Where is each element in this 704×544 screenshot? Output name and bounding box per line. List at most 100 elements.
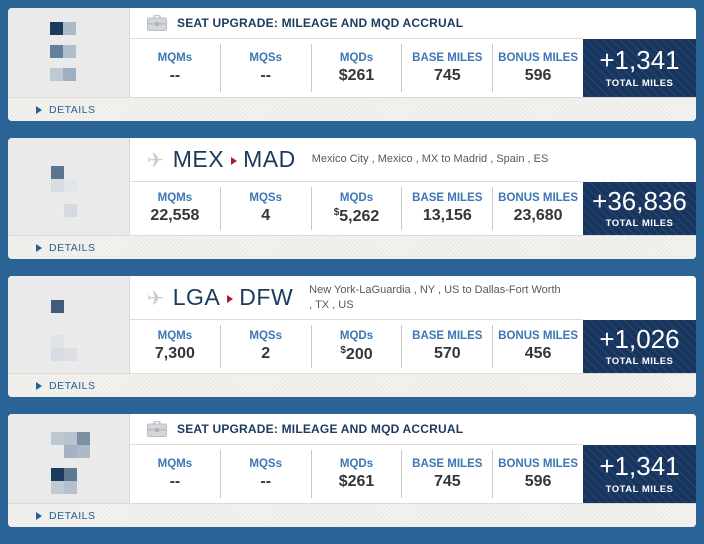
total-miles-box: +1,341 TOTAL MILES	[583, 445, 696, 503]
stat-value: $261	[339, 67, 375, 85]
stat-label: MQDs	[339, 51, 374, 64]
stat-mqd: MQDs $261	[312, 44, 403, 92]
currency-symbol: $	[338, 472, 348, 490]
stat-base-miles: BASE MILES 745	[402, 450, 494, 498]
stat-label: BONUS MILES	[498, 51, 579, 64]
route: MEX MAD	[173, 148, 296, 171]
stat-label: MQSs	[249, 457, 282, 470]
stat-label: BONUS MILES	[498, 192, 579, 204]
stat-value: 745	[433, 472, 461, 490]
stat-mqm: MQMs --	[130, 44, 221, 92]
activity-card-seat-upgrade-1: SEAT UPGRADE: MILEAGE AND MQD ACCRUAL MQ…	[8, 8, 696, 121]
redacted-info-panel	[8, 276, 130, 373]
stat-mqs: MQSs 2	[221, 325, 312, 368]
stat-value: --	[169, 472, 181, 490]
details-label: DETAILS	[49, 241, 96, 254]
stat-bonus-miles: BONUS MILES 23,680	[493, 187, 583, 230]
stat-value: $261	[339, 473, 375, 491]
activity-card-seat-upgrade-2: SEAT UPGRADE: MILEAGE AND MQD ACCRUAL MQ…	[8, 414, 696, 527]
activity-card-flight-lga-dfw: ✈ LGA DFW New York-LaGuardia , NY , US t…	[8, 276, 696, 397]
details-toggle[interactable]: DETAILS	[8, 97, 696, 121]
stat-value: 22,558	[150, 207, 200, 224]
card-main: ✈ LGA DFW New York-LaGuardia , NY , US t…	[130, 276, 696, 373]
details-label: DETAILS	[49, 379, 96, 392]
stat-value: 456	[524, 345, 552, 362]
stat-value: --	[169, 66, 181, 84]
activity-card-flight-mex-mad: ✈ MEX MAD Mexico City , Mexico , MX to M…	[8, 138, 696, 259]
card-content: ✈ MEX MAD Mexico City , Mexico , MX to M…	[8, 138, 696, 235]
stat-mqd: MQDs $200	[312, 325, 403, 368]
mqd-amount: 200	[345, 345, 373, 363]
card-main: SEAT UPGRADE: MILEAGE AND MQD ACCRUAL MQ…	[130, 414, 696, 503]
triangle-right-icon	[36, 105, 42, 114]
redacted-info-panel	[8, 138, 130, 235]
stat-label: MQDs	[339, 191, 374, 204]
card-content: SEAT UPGRADE: MILEAGE AND MQD ACCRUAL MQ…	[8, 414, 696, 503]
card-body: MQMs -- MQSs -- MQDs $261 BASE MILES 745	[130, 445, 696, 503]
redacted-info-panel	[8, 8, 130, 97]
mqd-amount: 261	[347, 472, 375, 490]
briefcase-icon	[147, 15, 167, 31]
card-content: ✈ LGA DFW New York-LaGuardia , NY , US t…	[8, 276, 696, 373]
route-arrow-icon	[227, 294, 234, 303]
stat-mqd: MQDs $5,262	[312, 187, 403, 230]
stat-base-miles: BASE MILES 745	[402, 44, 494, 92]
stat-label: BONUS MILES	[498, 330, 579, 342]
briefcase-icon	[147, 421, 167, 437]
total-miles-value: +1,341	[599, 45, 680, 76]
card-header: SEAT UPGRADE: MILEAGE AND MQD ACCRUAL	[130, 8, 583, 39]
stat-value: 23,680	[513, 207, 563, 224]
card-header: ✈ MEX MAD Mexico City , Mexico , MX to M…	[130, 138, 583, 182]
total-miles-value: +1,026	[599, 323, 680, 354]
airplane-icon: ✈	[147, 285, 164, 310]
stat-bonus-miles: BONUS MILES 596	[493, 44, 583, 92]
stat-label: BASE MILES	[412, 457, 483, 470]
route-arrow-icon	[231, 156, 238, 165]
stat-value: --	[260, 66, 272, 84]
triangle-right-icon	[36, 243, 42, 252]
stat-mqs: MQSs 4	[221, 187, 312, 230]
stat-value: 596	[524, 66, 552, 84]
details-label: DETAILS	[49, 509, 96, 522]
stats-row: MQMs -- MQSs -- MQDs $261 BASE MILES 745	[130, 39, 583, 97]
total-miles-label: TOTAL MILES	[605, 483, 674, 495]
details-toggle[interactable]: DETAILS	[8, 235, 696, 259]
total-miles-label: TOTAL MILES	[605, 356, 674, 368]
stat-base-miles: BASE MILES 13,156	[402, 187, 494, 230]
origin-code: LGA	[172, 284, 221, 310]
card-body: MQMs 7,300 MQSs 2 MQDs $200 BASE MILES 5…	[130, 320, 696, 373]
total-miles-value: +1,341	[599, 451, 680, 482]
details-label: DETAILS	[49, 103, 96, 116]
card-content: SEAT UPGRADE: MILEAGE AND MQD ACCRUAL MQ…	[8, 8, 696, 97]
card-title: SEAT UPGRADE: MILEAGE AND MQD ACCRUAL	[177, 16, 464, 30]
card-main: SEAT UPGRADE: MILEAGE AND MQD ACCRUAL MQ…	[130, 8, 696, 97]
card-main: ✈ MEX MAD Mexico City , Mexico , MX to M…	[130, 138, 696, 235]
stat-label: MQDs	[339, 329, 374, 342]
stat-mqm: MQMs --	[130, 450, 221, 498]
stat-label: MQDs	[339, 457, 374, 470]
currency-symbol: $	[338, 66, 348, 84]
total-miles-box: +1,341 TOTAL MILES	[583, 39, 696, 97]
stat-bonus-miles: BONUS MILES 596	[493, 450, 583, 498]
details-toggle[interactable]: DETAILS	[8, 373, 696, 397]
currency-symbol: $	[340, 344, 346, 356]
card-header: ✈ LGA DFW New York-LaGuardia , NY , US t…	[130, 276, 583, 320]
destination-code: DFW	[239, 284, 294, 310]
total-miles-label: TOTAL MILES	[605, 218, 674, 230]
stat-mqm: MQMs 7,300	[130, 325, 221, 368]
stat-label: MQMs	[157, 330, 193, 342]
stat-label: MQMs	[157, 192, 193, 204]
stat-mqd: MQDs $261	[312, 450, 403, 498]
mqd-amount: 5,262	[339, 207, 380, 225]
details-toggle[interactable]: DETAILS	[8, 503, 696, 527]
stat-label: MQSs	[249, 192, 282, 204]
stat-label: BASE MILES	[412, 330, 483, 342]
stat-label: BASE MILES	[412, 51, 483, 64]
total-miles-box: +36,836 TOTAL MILES	[583, 182, 696, 235]
mqd-amount: 261	[347, 66, 375, 84]
stat-mqs: MQSs --	[221, 450, 312, 498]
stats-row: MQMs -- MQSs -- MQDs $261 BASE MILES 745	[130, 445, 583, 503]
total-miles-box: +1,026 TOTAL MILES	[583, 320, 696, 373]
stat-label: MQMs	[157, 457, 193, 470]
stats-row: MQMs 7,300 MQSs 2 MQDs $200 BASE MILES 5…	[130, 320, 583, 373]
